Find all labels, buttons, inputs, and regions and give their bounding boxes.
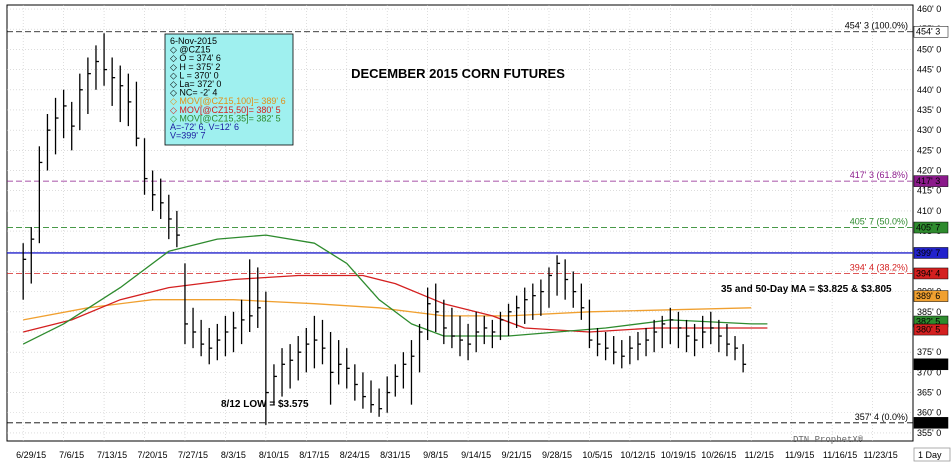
fib-tag-box (913, 221, 949, 234)
y-tick-label: 410' 0 (917, 206, 941, 216)
y-tick-label: 445' 0 (917, 65, 941, 75)
x-tick-label: 11/16/15 (823, 450, 857, 460)
fib-tag-label: 454' 3 (916, 27, 940, 37)
x-tick-label: 10/12/15 (620, 450, 655, 460)
x-tick-label: 7/13/15 (97, 450, 127, 460)
x-tick-label: 10/26/15 (701, 450, 736, 460)
legend-line: ◇ H = 375' 2 (170, 62, 220, 72)
y-tick-label: 415' 0 (917, 186, 941, 196)
price-tag-label: 389' 6 (916, 291, 940, 301)
x-tick-label: 10/5/15 (582, 450, 612, 460)
fib-tag-label: 405' 7 (916, 223, 940, 233)
x-tick-label: 9/28/15 (542, 450, 572, 460)
fib-tag-box (913, 267, 949, 280)
x-tick-label: 10/19/15 (661, 450, 696, 460)
price-tag-box (913, 323, 949, 336)
fibonacci-levels: 454' 3 (100.0%) 417' 3 (61.8%) 405' 7 (50.… (7, 21, 913, 424)
legend-line: ◇ NC= -2' 4 (170, 88, 217, 98)
y-tick-label: 425' 0 (917, 145, 941, 155)
legend-line: A=-72' 6, V=12' 6 (170, 122, 239, 132)
low-annotation: 8/12 LOW = $3.575 (221, 399, 309, 410)
x-tick-label: 7/6/15 (59, 450, 84, 460)
x-tick-label: 7/20/15 (138, 450, 168, 460)
y-tick-label: 440' 0 (917, 85, 941, 95)
legend-line: ◇ La= 372' 0 (170, 79, 221, 89)
y-tick-label: 365' 0 (917, 388, 941, 398)
fib-tag-box (913, 175, 949, 187)
y-tick-label: 385' 0 (917, 307, 941, 317)
moving-averages (22, 234, 768, 345)
x-tick-label: 8/24/15 (340, 450, 370, 460)
x-tick-label: 6/29/15 (16, 450, 46, 460)
x-tick-label: 11/2/15 (745, 450, 774, 460)
fib-label: 454' 3 (100.0%) (845, 21, 908, 31)
watermark: DTN ProphetX® (793, 435, 864, 445)
price-tag-label: 372' 0 (916, 359, 940, 369)
x-tick-label: 8/3/15 (221, 450, 246, 460)
price-tag-label: 380' 5 (916, 325, 940, 335)
legend-line: ◇ MOV[@CZ15,35]= 382' 5 (170, 113, 281, 123)
legend-line: V=399' 7 (170, 131, 206, 141)
legend-line: ◇ MOV[@CZ15,100]= 389' 6 (170, 96, 286, 106)
chart-title: DECEMBER 2015 CORN FUTURES (351, 66, 565, 81)
interval-label[interactable]: 1 Day (918, 450, 942, 460)
y-tick-label: 435' 0 (917, 105, 941, 115)
interval-box[interactable] (913, 447, 951, 462)
legend-box: 6-Nov-2015◇ @CZ15◇ O = 374' 6◇ H = 375' … (164, 33, 294, 146)
resistance-tag-label: 399' 7 (916, 248, 940, 258)
x-tick-label: 8/17/15 (299, 450, 329, 460)
legend-line: ◇ MOV[@CZ15,50]= 380' 5 (170, 105, 281, 115)
fib-tag-label: 417' 3 (916, 176, 940, 186)
x-tick-label: 7/27/15 (178, 450, 208, 460)
legend-line: ◇ L = 370' 0 (170, 70, 219, 80)
price-tag-label: 382' 5 (916, 317, 940, 327)
ohlc-bars (22, 33, 747, 425)
price-tags: 454' 3 417' 3 405' 7 394' 4 357' 4 399' 7 389'… (913, 25, 949, 429)
x-tick-label: 8/10/15 (259, 450, 289, 460)
y-tick-label: 450' 0 (917, 44, 941, 54)
resistance-tag-box (913, 247, 949, 259)
legend-line: ◇ @CZ15 (170, 45, 211, 55)
fib-label: 394' 4 (38.2%) (850, 262, 908, 272)
plot-frame (6, 4, 914, 442)
y-tick-label: 430' 0 (917, 125, 941, 135)
fib-tag-box (913, 25, 949, 38)
legend-background (164, 33, 294, 146)
y-tick-label: 420' 0 (917, 166, 941, 176)
x-tick-label: 11/23/15 (863, 450, 897, 460)
fib-tag-box (913, 417, 949, 429)
legend-line: 6-Nov-2015 (170, 36, 217, 46)
y-tick-label: 370' 0 (917, 367, 941, 377)
y-tick-label: 460' 0 (917, 4, 941, 14)
x-axis: 6/29/15 7/6/15 7/13/15 7/20/15 7/27/15 8/3/15… (16, 450, 898, 460)
x-tick-label: 9/14/15 (461, 450, 491, 460)
y-tick-label: 360' 0 (917, 408, 941, 418)
y-tick-label: 375' 0 (917, 347, 941, 357)
y-tick-label: 355' 0 (917, 428, 941, 438)
fib-label: 405' 7 (50.0%) (850, 217, 908, 227)
x-tick-label: 9/8/15 (423, 450, 448, 460)
fib-tag-label: 394' 4 (916, 268, 940, 278)
ma-35-line (22, 234, 768, 345)
x-tick-label: 9/21/15 (502, 450, 532, 460)
legend-line: ◇ O = 374' 6 (170, 53, 221, 63)
ma-100-line (23, 299, 752, 321)
price-tag-box (913, 358, 949, 371)
fib-tag-label: 357' 4 (916, 418, 940, 428)
x-tick-label: 8/31/15 (380, 450, 410, 460)
price-tag-box (913, 290, 949, 302)
x-tick-label: 11/9/15 (785, 450, 814, 460)
ma-annotation: 35 and 50-Day MA = $3.825 & $3.805 (721, 284, 892, 295)
fib-label: 417' 3 (61.8%) (850, 170, 908, 180)
ma-50-line (23, 274, 768, 333)
fib-label: 357' 4 (0.0%) (855, 412, 908, 422)
